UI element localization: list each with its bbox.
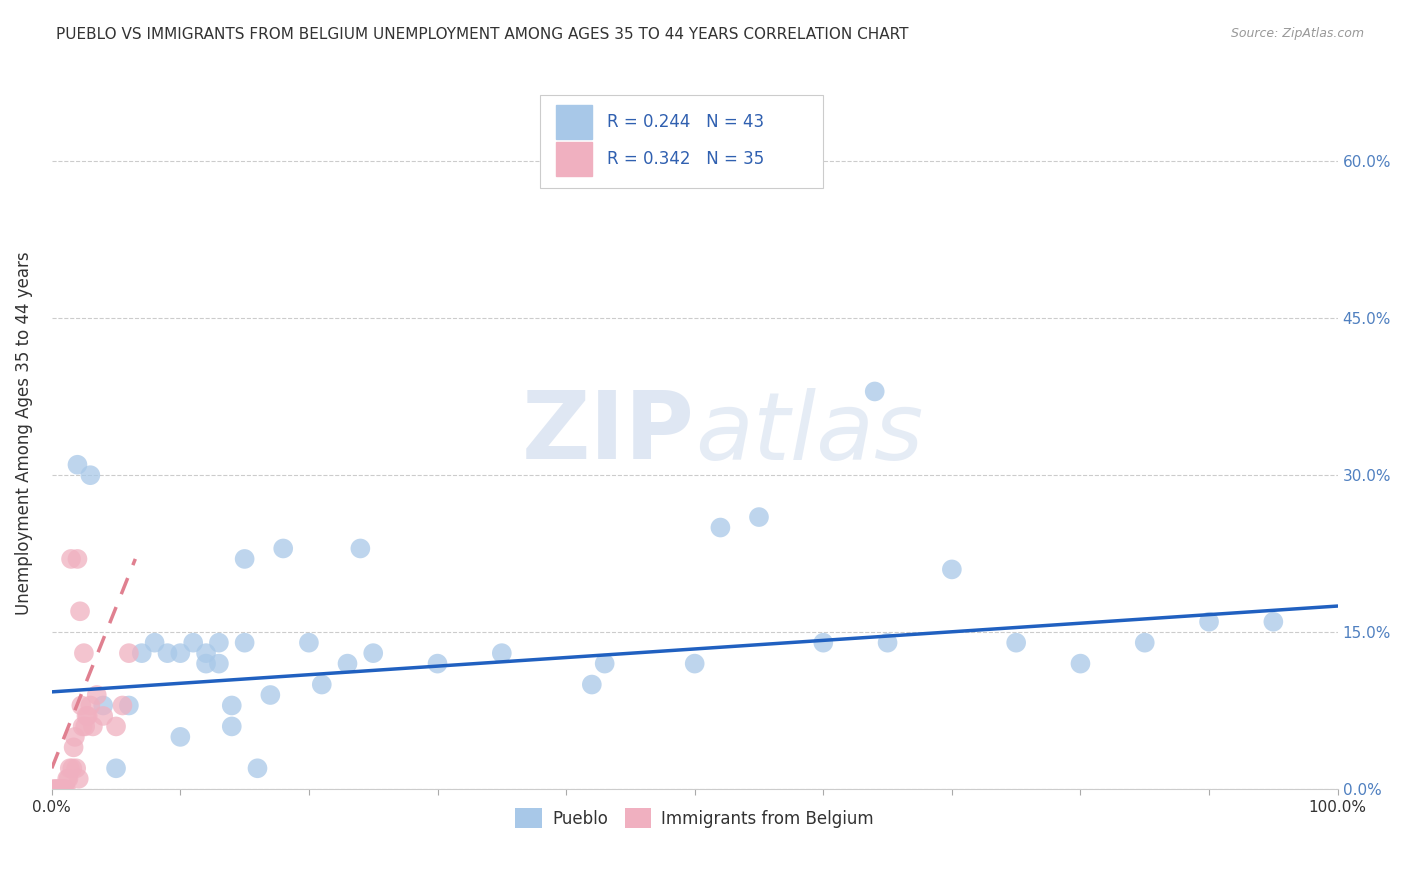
FancyBboxPatch shape xyxy=(540,95,824,187)
Point xyxy=(45,782,67,797)
Point xyxy=(111,698,134,713)
Point xyxy=(941,562,963,576)
Point xyxy=(58,772,80,786)
Point xyxy=(66,552,89,566)
Point xyxy=(91,698,114,713)
Point xyxy=(79,468,101,483)
Point xyxy=(65,761,87,775)
Point xyxy=(233,552,256,566)
Point xyxy=(73,646,96,660)
Point xyxy=(748,510,770,524)
Point xyxy=(105,761,128,775)
Y-axis label: Unemployment Among Ages 35 to 44 years: Unemployment Among Ages 35 to 44 years xyxy=(15,252,32,615)
Text: R = 0.342   N = 35: R = 0.342 N = 35 xyxy=(607,150,765,169)
Point xyxy=(336,657,359,671)
Point xyxy=(76,709,98,723)
Point xyxy=(581,677,603,691)
Point xyxy=(60,552,83,566)
Point xyxy=(86,688,108,702)
Point xyxy=(863,384,886,399)
Point xyxy=(51,782,73,797)
Point xyxy=(105,719,128,733)
Point xyxy=(1069,657,1091,671)
Point xyxy=(69,604,91,618)
Point xyxy=(683,657,706,671)
Point xyxy=(195,646,218,660)
Point xyxy=(1198,615,1220,629)
Point xyxy=(208,657,231,671)
Text: ZIP: ZIP xyxy=(522,387,695,479)
Point xyxy=(62,740,84,755)
Point xyxy=(361,646,384,660)
Point xyxy=(143,635,166,649)
Point xyxy=(131,646,153,660)
Point xyxy=(49,782,72,797)
FancyBboxPatch shape xyxy=(555,142,592,177)
Point xyxy=(221,698,243,713)
Text: atlas: atlas xyxy=(695,388,922,479)
Point xyxy=(1133,635,1156,649)
Point xyxy=(311,677,333,691)
Point xyxy=(52,782,75,797)
Point xyxy=(876,635,898,649)
Point xyxy=(156,646,179,660)
Point xyxy=(246,761,269,775)
Point xyxy=(60,761,83,775)
Point xyxy=(1005,635,1028,649)
Point xyxy=(48,782,70,797)
Point xyxy=(233,635,256,649)
Point xyxy=(709,520,731,534)
Text: R = 0.244   N = 43: R = 0.244 N = 43 xyxy=(607,113,765,131)
Point xyxy=(59,761,82,775)
Point xyxy=(66,458,89,472)
Point xyxy=(491,646,513,660)
Point xyxy=(70,698,93,713)
Point xyxy=(53,782,76,797)
Point xyxy=(82,719,104,733)
Point xyxy=(181,635,204,649)
Point xyxy=(221,719,243,733)
Point xyxy=(46,782,69,797)
Point xyxy=(169,646,191,660)
Point xyxy=(44,782,66,797)
Point xyxy=(118,698,141,713)
Point xyxy=(91,709,114,723)
Point xyxy=(79,698,101,713)
Point xyxy=(298,635,321,649)
Point xyxy=(72,719,94,733)
Point xyxy=(195,657,218,671)
Point xyxy=(67,772,90,786)
Point xyxy=(271,541,294,556)
Point xyxy=(593,657,616,671)
Text: Source: ZipAtlas.com: Source: ZipAtlas.com xyxy=(1230,27,1364,40)
Point xyxy=(208,635,231,649)
Legend: Pueblo, Immigrants from Belgium: Pueblo, Immigrants from Belgium xyxy=(509,802,880,834)
Point xyxy=(56,772,79,786)
Text: PUEBLO VS IMMIGRANTS FROM BELGIUM UNEMPLOYMENT AMONG AGES 35 TO 44 YEARS CORRELA: PUEBLO VS IMMIGRANTS FROM BELGIUM UNEMPL… xyxy=(56,27,908,42)
Point xyxy=(259,688,281,702)
Point xyxy=(63,730,86,744)
Point xyxy=(813,635,835,649)
Point xyxy=(42,782,65,797)
FancyBboxPatch shape xyxy=(555,105,592,139)
Point xyxy=(118,646,141,660)
Point xyxy=(349,541,371,556)
Point xyxy=(45,782,67,797)
Point xyxy=(75,719,97,733)
Point xyxy=(169,730,191,744)
Point xyxy=(76,709,98,723)
Point xyxy=(426,657,449,671)
Point xyxy=(55,782,77,797)
Point xyxy=(1263,615,1285,629)
